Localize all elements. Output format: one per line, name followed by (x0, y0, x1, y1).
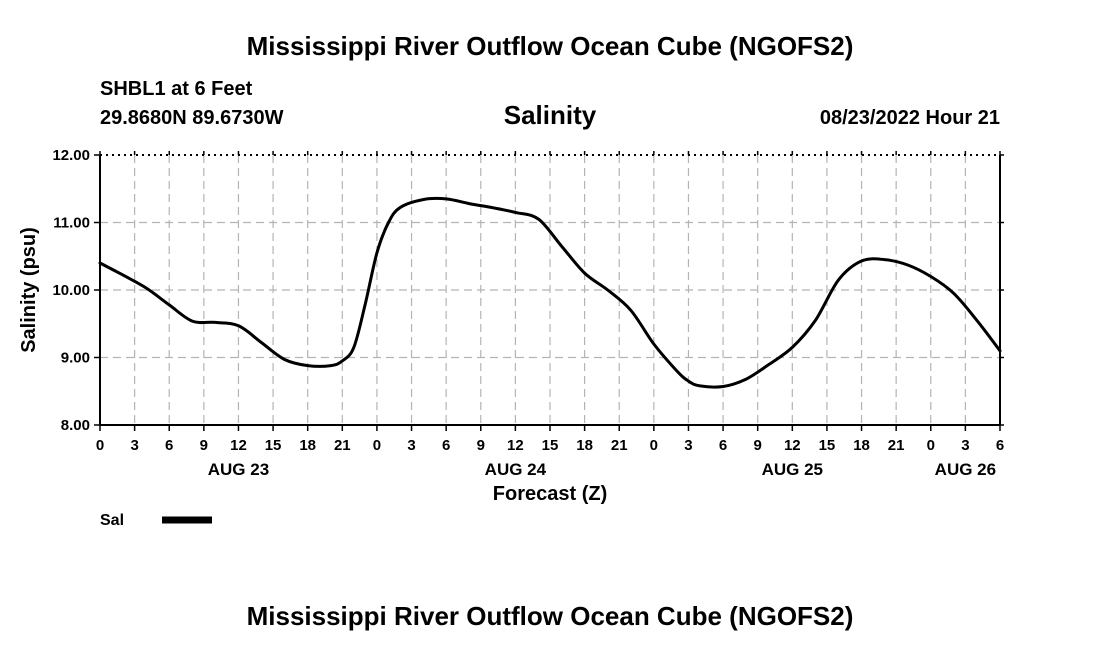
x-tick-label: 6 (165, 437, 173, 454)
main-title: Mississippi River Outflow Ocean Cube (NG… (247, 31, 854, 61)
chart-title: Salinity (504, 100, 597, 130)
x-tick-label: 0 (96, 437, 104, 454)
y-tick-label: 11.00 (53, 215, 90, 232)
datetime-label: 08/23/2022 Hour 21 (820, 107, 1000, 129)
x-tick-label: 12 (784, 437, 801, 454)
x-tick-label: 15 (542, 437, 559, 454)
x-tick-label: 3 (407, 437, 415, 454)
day-label: AUG 23 (208, 460, 269, 479)
x-tick-label: 21 (334, 437, 351, 454)
series-line-sal (98, 196, 1002, 389)
x-tick-label: 9 (754, 437, 762, 454)
x-tick-label: 15 (819, 437, 836, 454)
x-tick-label: 18 (853, 437, 870, 454)
x-axis-title: Forecast (Z) (493, 483, 607, 505)
series-group (98, 196, 1002, 389)
legend-label: Sal (100, 512, 124, 529)
x-tick-label: 6 (442, 437, 450, 454)
x-tick-label: 3 (961, 437, 969, 454)
y-tick-label: 8.00 (61, 417, 90, 434)
x-tick-label: 3 (684, 437, 692, 454)
x-tick-label: 9 (200, 437, 208, 454)
x-tick-label: 12 (507, 437, 524, 454)
y-tick-label: 9.00 (61, 350, 90, 367)
x-tick-label: 0 (927, 437, 935, 454)
x-tick-label: 0 (650, 437, 658, 454)
x-tick-label: 18 (299, 437, 316, 454)
grid (100, 155, 1000, 425)
x-tick-label: 6 (996, 437, 1004, 454)
y-tick-label: 12.00 (52, 147, 90, 164)
day-label: AUG 25 (762, 460, 823, 479)
y-axis-title: Salinity (psu) (18, 227, 40, 353)
y-axis: 8.00 9.00 10.00 11.00 12.00 (52, 147, 1004, 434)
x-tick-label: 18 (576, 437, 593, 454)
x-axis: 0 3 6 9 12 15 18 21 0 3 6 9 12 15 18 21 0 3 6 9 12 15 18 21 0 3 6 (96, 151, 1004, 454)
x-tick-label: 12 (230, 437, 247, 454)
x-tick-label: 0 (373, 437, 381, 454)
footer-title: Mississippi River Outflow Ocean Cube (NG… (247, 601, 854, 631)
day-label: AUG 26 (935, 460, 996, 479)
y-tick-label: 10.00 (52, 282, 90, 299)
day-label: AUG 24 (485, 460, 547, 479)
x-tick-label: 15 (265, 437, 282, 454)
legend: Sal (100, 512, 212, 529)
coordinates-label: 29.8680N 89.6730W (100, 107, 284, 129)
x-tick-label: 6 (719, 437, 727, 454)
x-tick-label: 9 (477, 437, 485, 454)
x-tick-label: 21 (611, 437, 628, 454)
day-labels: AUG 23 AUG 24 AUG 25 AUG 26 (208, 460, 996, 479)
station-label: SHBL1 at 6 Feet (100, 78, 253, 100)
x-tick-label: 21 (888, 437, 905, 454)
x-tick-label: 3 (130, 437, 138, 454)
